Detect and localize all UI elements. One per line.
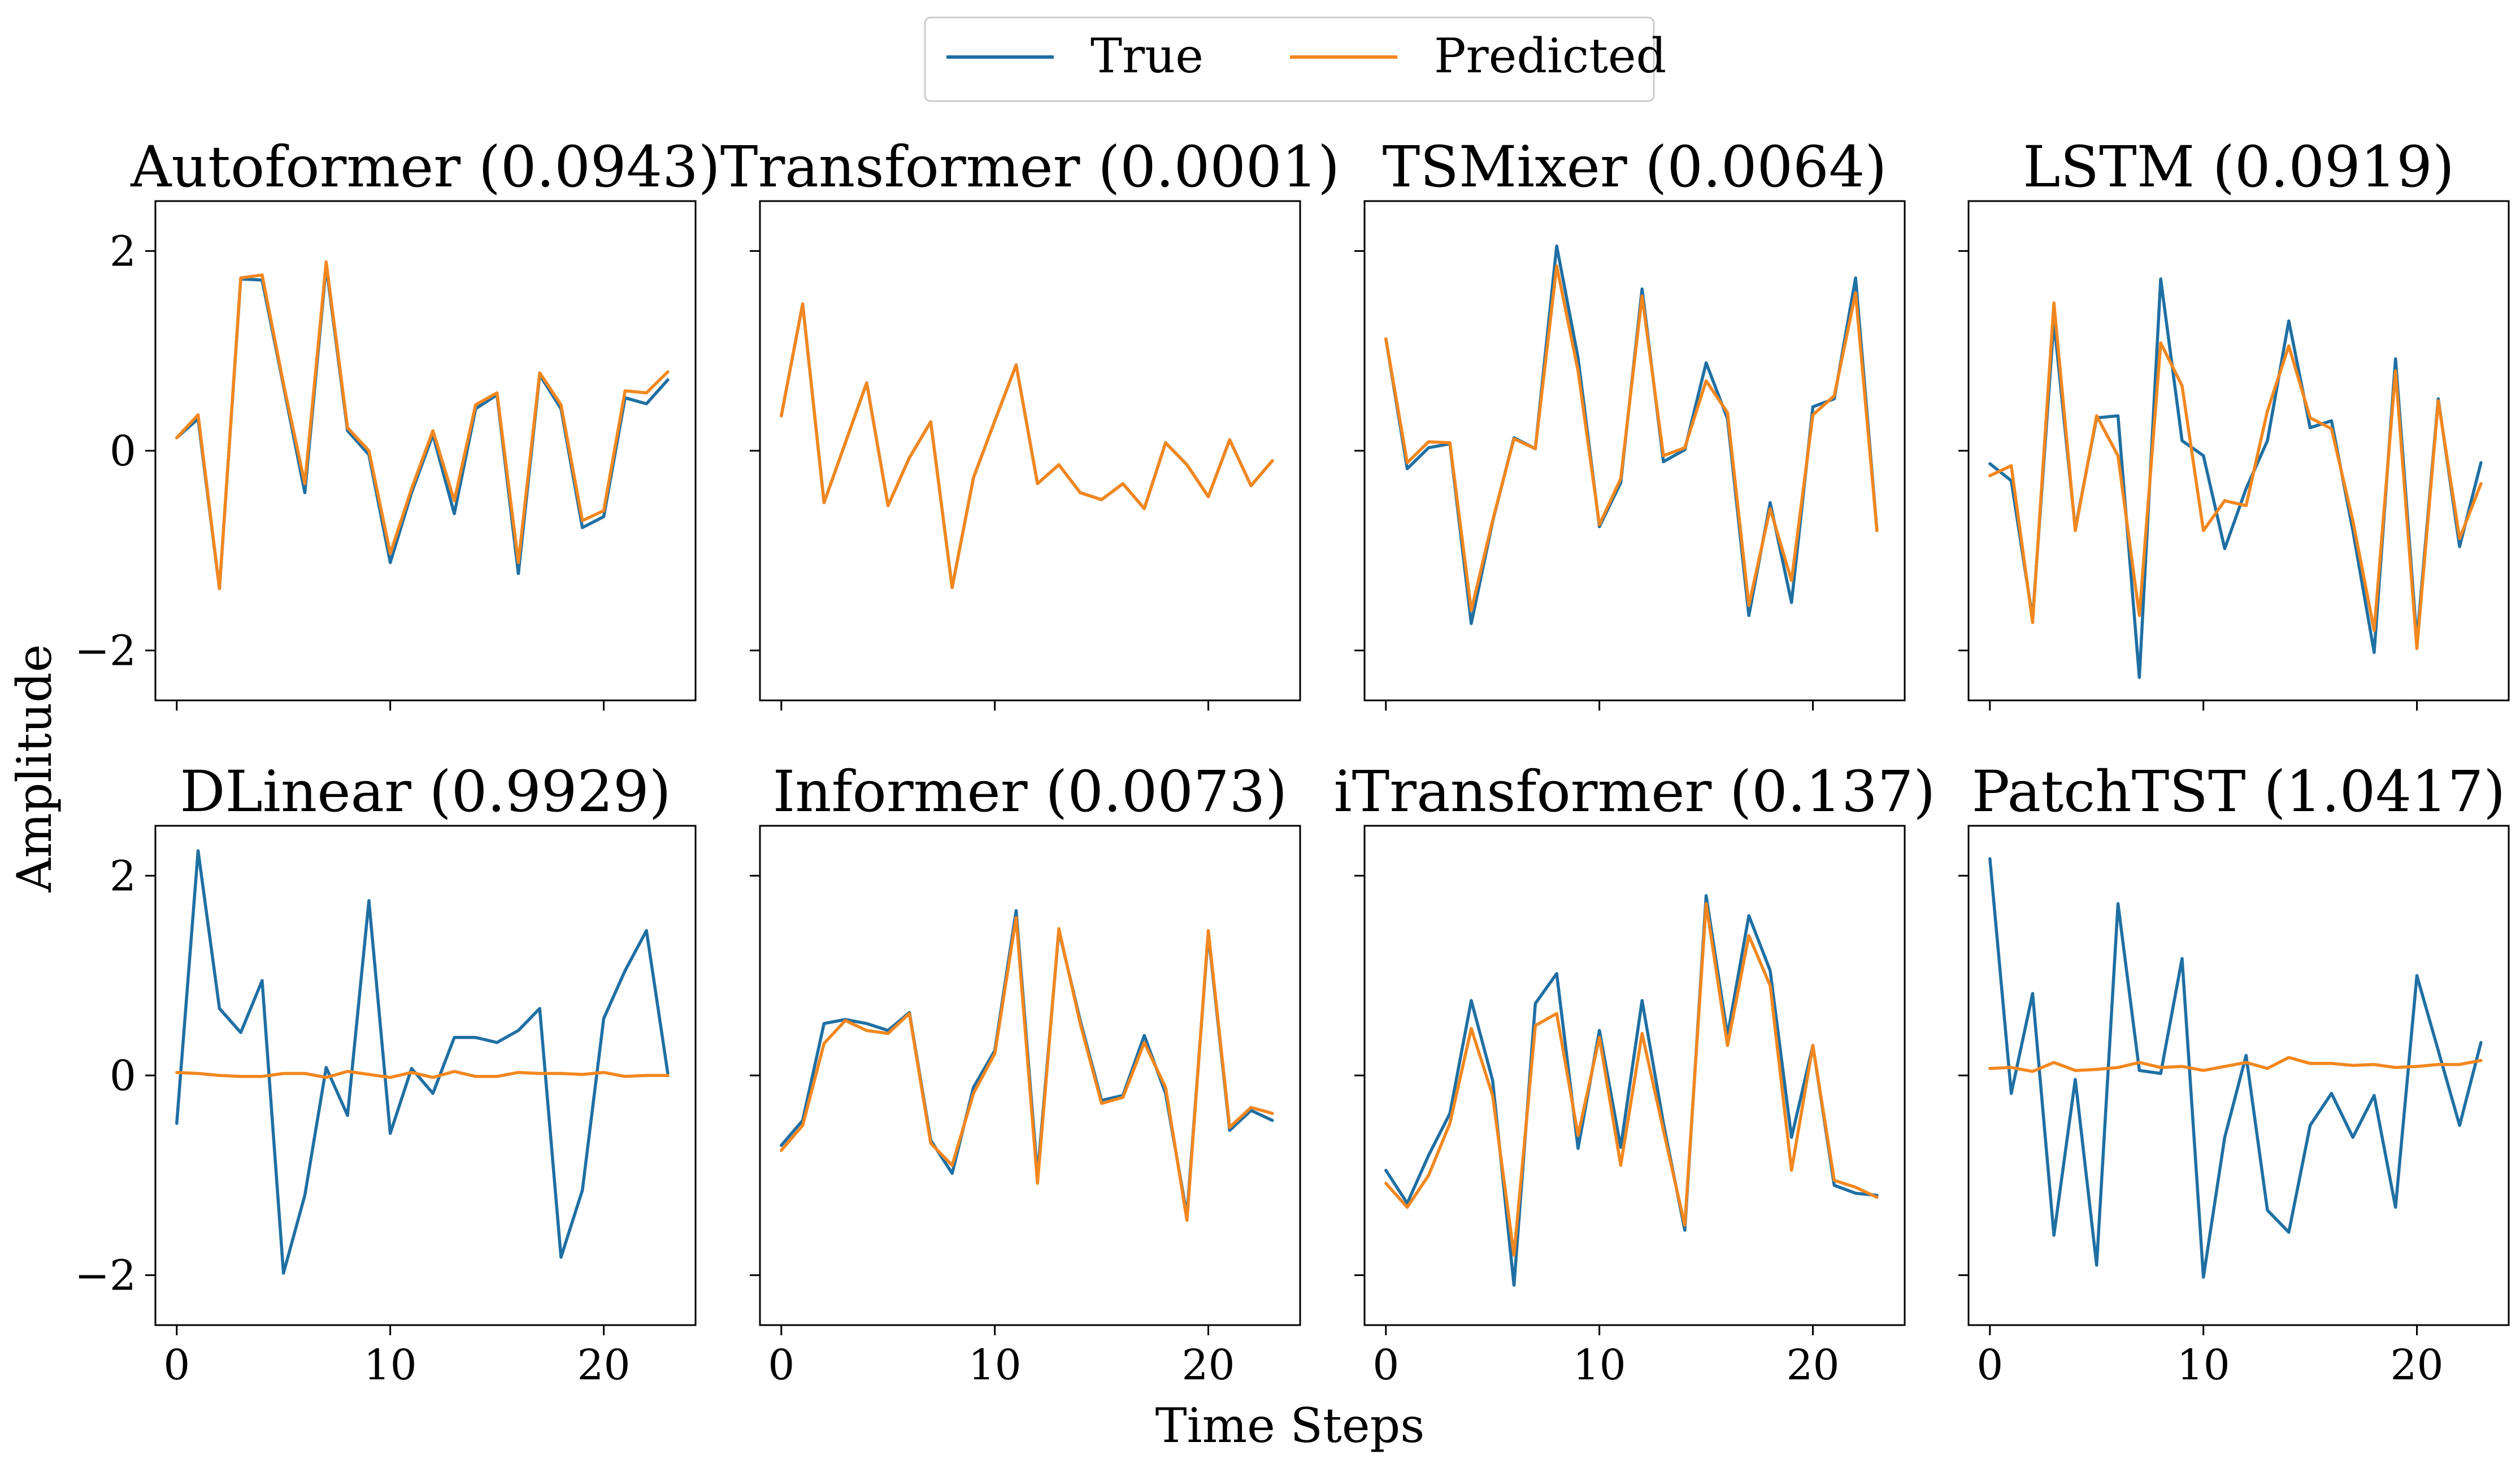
legend-predicted-label: Predicted <box>1434 28 1666 84</box>
x-tick-label: 0 <box>1976 1341 2003 1389</box>
series-line-predicted <box>1988 1056 2483 1073</box>
y-tick-label: −2 <box>75 627 136 676</box>
panel-title: Transformer (0.0001) <box>720 134 1340 200</box>
panel-2: Transformer (0.0001) <box>720 134 1340 711</box>
y-axis-label: Amplitude <box>7 644 62 892</box>
y-tick-label: 2 <box>110 852 136 900</box>
series-line-predicted <box>175 1070 670 1079</box>
x-tick-label: 0 <box>1372 1341 1399 1389</box>
series-line-predicted <box>175 260 670 590</box>
legend-true-label: True <box>1090 28 1203 84</box>
panel-3: TSMixer (0.0064) <box>1354 134 1906 711</box>
x-tick-label: 20 <box>1786 1341 1839 1389</box>
y-tick-label: 0 <box>110 1052 136 1100</box>
x-tick-label: 0 <box>768 1341 794 1389</box>
x-tick-label: 10 <box>364 1341 417 1389</box>
x-axis-label: Time Steps <box>1155 1398 1425 1453</box>
x-tick-label: 20 <box>2390 1341 2443 1389</box>
x-tick-label: 0 <box>163 1341 190 1389</box>
series-line-true <box>1988 857 2483 1279</box>
panel-6: Informer (0.0073) 0 10 20 <box>750 759 1301 1389</box>
panel-title: LSTM (0.0919) <box>2023 134 2454 200</box>
panel-grid: Autoformer (0.0943) −2 0 2 Transformer (0.00… <box>75 134 2510 1389</box>
panel-title: Autoformer (0.0943) <box>130 134 720 200</box>
x-tick-label: 10 <box>968 1341 1022 1389</box>
series-line-true <box>175 849 670 1275</box>
series-line-predicted <box>1988 301 2483 650</box>
x-tick-label: 10 <box>1573 1341 1626 1389</box>
x-tick-label: 20 <box>577 1341 630 1389</box>
panel-title: TSMixer (0.0064) <box>1383 134 1887 200</box>
series-line-true <box>1384 894 1879 1287</box>
panel-8: PatchTST (1.0417) 0 10 20 <box>1958 759 2510 1389</box>
panel-title: iTransformer (0.137) <box>1334 759 1936 825</box>
y-tick-label: 0 <box>110 427 136 476</box>
x-tick-label: 10 <box>2177 1341 2230 1389</box>
panel-1: Autoformer (0.0943) −2 0 2 <box>75 134 720 711</box>
panel-title: DLinear (0.9929) <box>180 759 671 825</box>
legend-frame <box>924 16 1655 102</box>
panel-title: PatchTST (1.0417) <box>1972 759 2506 825</box>
series-line-predicted <box>780 916 1274 1222</box>
x-tick-label: 20 <box>1181 1341 1235 1389</box>
legend: True Predicted <box>924 16 1666 102</box>
panel-4: LSTM (0.0919) <box>1958 134 2510 711</box>
series-line-predicted <box>780 302 1274 589</box>
series-line-predicted <box>1384 264 1879 612</box>
y-tick-label: −2 <box>75 1252 136 1300</box>
series-line-predicted <box>1384 902 1879 1257</box>
y-tick-label: 2 <box>110 227 136 276</box>
panel-7: iTransformer (0.137) 0 10 20 <box>1334 759 1936 1389</box>
panel-title: Informer (0.0073) <box>773 759 1287 825</box>
